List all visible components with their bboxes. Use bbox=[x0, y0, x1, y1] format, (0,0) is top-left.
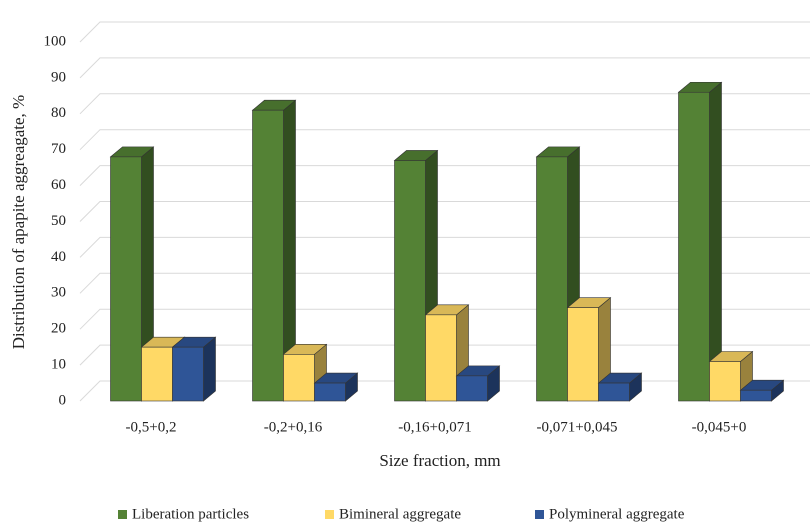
grid-line bbox=[79, 57, 810, 79]
bar-front bbox=[283, 354, 315, 402]
bar-front bbox=[536, 156, 568, 402]
legend-label: Polymineral aggregate bbox=[549, 506, 685, 522]
bar bbox=[109, 146, 155, 402]
bar bbox=[313, 372, 359, 402]
bar-front bbox=[567, 307, 599, 402]
x-tick-label: -0,2+0,16 bbox=[264, 419, 323, 435]
bar bbox=[566, 297, 612, 402]
bar-front bbox=[110, 156, 142, 402]
x-tick-label: -0,071+0,045 bbox=[537, 419, 618, 435]
bar bbox=[708, 350, 754, 402]
bar-front bbox=[598, 382, 630, 402]
grid-line bbox=[79, 129, 810, 151]
bar-front bbox=[456, 375, 488, 402]
y-tick-label: 80 bbox=[51, 105, 66, 121]
y-tick-label: 70 bbox=[51, 141, 66, 157]
y-tick-label: 100 bbox=[44, 33, 67, 49]
y-tick-label: 20 bbox=[51, 321, 66, 337]
x-tick-label: -0,5+0,2 bbox=[126, 419, 177, 435]
bar-front bbox=[425, 314, 457, 402]
y-tick-label: 0 bbox=[59, 392, 67, 408]
y-axis-title: Distribution of apapite aggreagate, % bbox=[9, 95, 28, 349]
bar bbox=[739, 379, 785, 402]
bar-front bbox=[394, 160, 426, 402]
legend-swatch bbox=[535, 510, 544, 519]
y-tick-label: 50 bbox=[51, 213, 66, 229]
bar-front bbox=[314, 382, 346, 402]
legend-label: Bimineral aggregate bbox=[339, 506, 461, 522]
y-tick-label: 90 bbox=[51, 69, 66, 85]
y-tick-label: 30 bbox=[51, 285, 66, 301]
bar-front bbox=[172, 346, 204, 402]
x-tick-label: -0,16+0,071 bbox=[398, 419, 471, 435]
bar bbox=[455, 365, 501, 402]
x-axis-title: Size fraction, mm bbox=[379, 451, 500, 470]
legend-swatch bbox=[118, 510, 127, 519]
bar-front bbox=[141, 346, 173, 402]
bar bbox=[171, 336, 217, 402]
bar-front bbox=[709, 361, 741, 402]
grid-line bbox=[79, 93, 810, 115]
bar bbox=[677, 81, 723, 402]
y-tick-label: 10 bbox=[51, 357, 66, 373]
bar bbox=[251, 99, 297, 402]
legend-label: Liberation particles bbox=[132, 506, 249, 522]
bar bbox=[597, 372, 643, 402]
y-tick-label: 60 bbox=[51, 177, 66, 193]
x-tick-label: -0,045+0 bbox=[692, 419, 747, 435]
bar-side bbox=[203, 336, 216, 402]
bar-front bbox=[252, 109, 284, 402]
bar-front bbox=[678, 91, 710, 402]
grid-line bbox=[79, 21, 810, 43]
bar-front bbox=[740, 389, 772, 402]
y-tick-label: 40 bbox=[51, 249, 66, 265]
legend-swatch bbox=[325, 510, 334, 519]
